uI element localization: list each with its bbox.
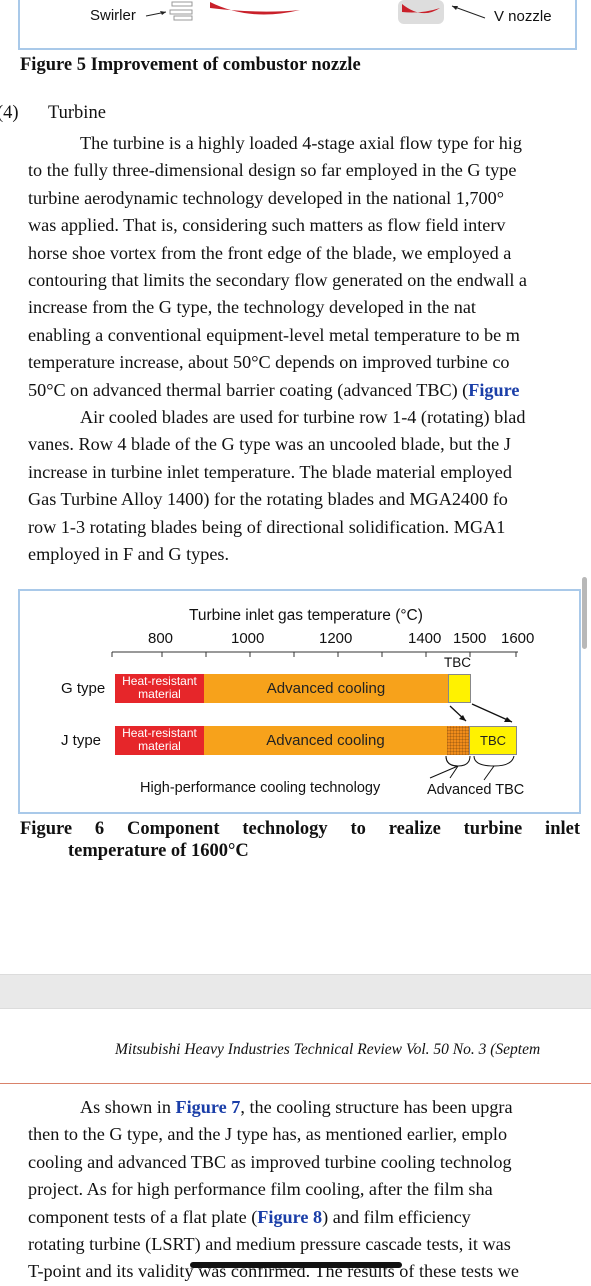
tick-1200: 1200: [319, 630, 353, 647]
text-line: turbine aerodynamic technology developed…: [28, 187, 504, 208]
section-number: (4): [0, 103, 19, 123]
tick-1400: 1400: [408, 630, 442, 647]
j-type-label: J type: [61, 732, 102, 749]
figure-5-graphics: [145, 0, 486, 24]
g-advanced-cooling-bar: Advanced cooling: [204, 674, 448, 703]
figure-6-caption-line2: temperature of 1600°C: [68, 841, 249, 861]
text-line: 50°C on advanced thermal barrier coating…: [28, 377, 591, 404]
text-line: As shown in Figure 7, the cooling struct…: [28, 1094, 591, 1121]
j-hp-cooling-segment: [447, 726, 469, 755]
text-line: increase from the G type, the technology…: [28, 297, 476, 318]
paragraph-air-cooled-blades: Air cooled blades are used for turbine r…: [28, 404, 591, 568]
page-gap: [0, 974, 591, 1009]
figure-5-frame: [18, 0, 577, 50]
text-line: The turbine is a highly loaded 4-stage a…: [80, 133, 522, 153]
figure-reference-link[interactable]: Figure: [468, 379, 520, 400]
scrollbar-thumb[interactable]: [582, 577, 587, 649]
tbc-top-label: TBC: [444, 655, 471, 670]
bar-label: Heat-resistant: [122, 726, 197, 740]
annotation-leaders: [429, 755, 515, 781]
text-line: employed in F and G types.: [28, 543, 230, 564]
advanced-tbc-label: Advanced TBC: [427, 782, 525, 798]
figure-6-frame: [18, 589, 581, 814]
text-segment: ) and film efficiency: [322, 1206, 471, 1227]
home-indicator[interactable]: [190, 1262, 402, 1268]
tick-1600: 1600: [501, 630, 535, 647]
text-segment: , the cooling structure has been upgra: [240, 1097, 513, 1117]
figure-7-link[interactable]: Figure 7: [175, 1097, 241, 1117]
bar-label: material: [138, 739, 181, 753]
tick-800: 800: [148, 630, 174, 647]
text-line: vanes. Row 4 blade of the G type was an …: [28, 434, 511, 455]
transition-arrows: [449, 703, 513, 723]
text-line: project. As for high performance film co…: [28, 1179, 493, 1200]
text-segment: component tests of a flat plate (: [28, 1206, 258, 1227]
text-line: rotating turbine (LSRT) and medium press…: [28, 1233, 511, 1254]
journal-footer: Mitsubishi Heavy Industries Technical Re…: [115, 1041, 541, 1058]
j-heat-resistant-bar: Heat-resistant material: [115, 726, 204, 755]
j-tbc-bar: TBC: [469, 726, 517, 755]
text-line: row 1-3 rotating blades being of directi…: [28, 516, 506, 537]
text-line: cooling and advanced TBC as improved tur…: [28, 1151, 512, 1172]
text-line: temperature increase, about 50°C depends…: [28, 352, 510, 373]
figure-6-caption-line1: Figure 6 Component technology to realize…: [20, 819, 580, 839]
section-title: Turbine: [48, 103, 106, 123]
text-line: contouring that limits the secondary flo…: [28, 269, 527, 290]
text-segment: As shown in: [80, 1097, 176, 1117]
hp-cooling-label: High-performance cooling technology: [140, 780, 381, 796]
text-line: Gas Turbine Alloy 1400) for the rotating…: [28, 489, 508, 510]
text-segment: 50°C on advanced thermal barrier coating…: [28, 379, 469, 400]
figure-5-caption: Figure 5 Improvement of combustor nozzle: [20, 55, 361, 75]
tick-1500: 1500: [453, 630, 487, 647]
text-line: was applied. That is, considering such m…: [28, 215, 506, 236]
text-line: increase in turbine inlet temperature. T…: [28, 461, 512, 482]
swirler-label: Swirler: [90, 7, 136, 24]
text-line: horse shoe vortex from the front edge of…: [28, 242, 512, 263]
j-advanced-cooling-bar: Advanced cooling: [204, 726, 447, 755]
bar-label: Heat-resistant: [122, 674, 197, 688]
paragraph-turbine-design: The turbine is a highly loaded 4-stage a…: [28, 130, 591, 404]
header-rule: [0, 1083, 591, 1084]
paragraph-cooling-structure: As shown in Figure 7, the cooling struct…: [28, 1094, 591, 1286]
text-line: Air cooled blades are used for turbine r…: [80, 407, 526, 427]
tick-1000: 1000: [231, 630, 265, 647]
g-type-label: G type: [61, 680, 106, 697]
g-heat-resistant-bar: Heat-resistant material: [115, 674, 204, 703]
text-line: to the fully three-dimensional design so…: [28, 160, 517, 181]
g-tbc-bar: [448, 674, 471, 703]
text-line: enabling a conventional equipment-level …: [28, 324, 520, 345]
text-line: component tests of a flat plate (Figure …: [28, 1204, 591, 1231]
v-nozzle-label: V nozzle: [494, 8, 552, 25]
axis-title: Turbine inlet gas temperature (°C): [189, 607, 423, 624]
figure-8-link[interactable]: Figure 8: [257, 1206, 323, 1227]
text-line: then to the G type, and the J type has, …: [28, 1124, 508, 1145]
axis-line: [111, 651, 518, 657]
bar-label: material: [138, 687, 181, 701]
